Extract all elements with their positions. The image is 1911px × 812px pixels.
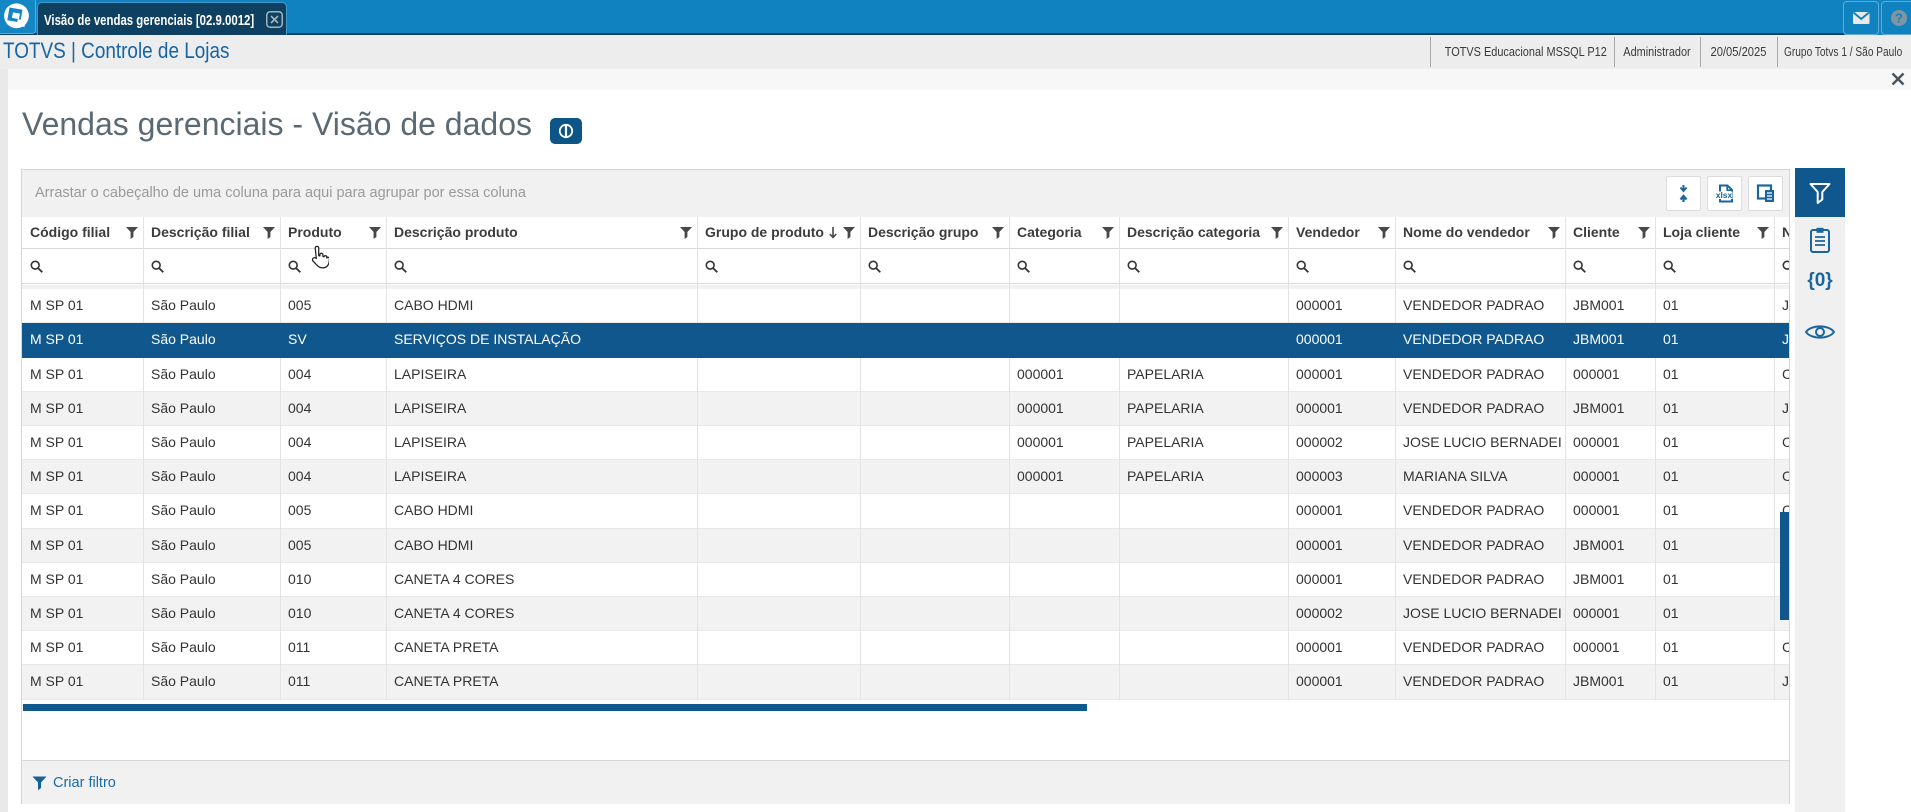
svg-text:?: ? (1895, 11, 1903, 26)
svg-text:xlsx: xlsx (1716, 190, 1733, 200)
